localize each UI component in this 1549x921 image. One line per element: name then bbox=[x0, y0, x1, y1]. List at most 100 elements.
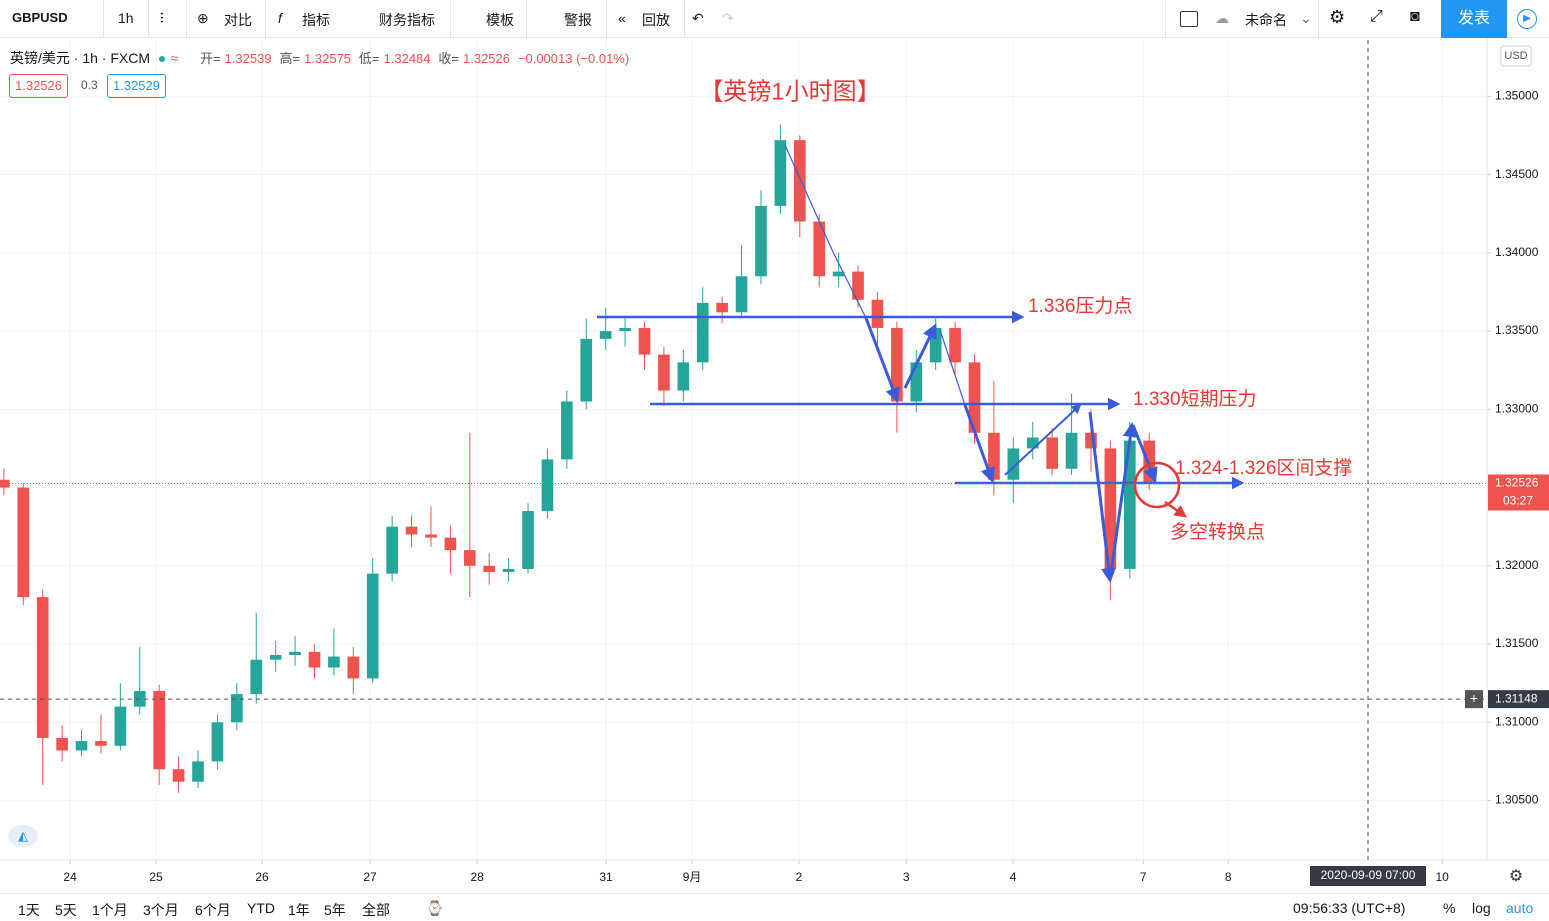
layout-icon[interactable] bbox=[1180, 11, 1198, 27]
publish[interactable]: 发表 bbox=[1441, 0, 1507, 38]
x-tick-label: 10 bbox=[1435, 870, 1449, 884]
snapshot[interactable]: ◙ bbox=[1410, 8, 1420, 25]
symbol[interactable]: GBPUSD bbox=[12, 10, 68, 25]
annotation: 多空转换点 bbox=[1170, 521, 1265, 543]
candle-body bbox=[366, 573, 379, 679]
low-value: 1.32484 bbox=[383, 51, 431, 66]
range-button[interactable]: 6个月 bbox=[195, 902, 231, 918]
chart: 1.305001.310001.315001.320001.325001.330… bbox=[0, 38, 1549, 886]
range-button[interactable]: 5年 bbox=[324, 902, 346, 918]
candle-body bbox=[405, 526, 418, 535]
candle-body bbox=[1085, 432, 1097, 449]
candle-body bbox=[463, 550, 476, 566]
separator bbox=[1165, 0, 1166, 38]
scale-button[interactable]: % bbox=[1443, 900, 1456, 916]
bid[interactable]: 1.32526 bbox=[9, 74, 68, 98]
trend-arrow bbox=[963, 404, 995, 483]
indicators[interactable]: 指标 bbox=[302, 12, 330, 28]
candle-body bbox=[813, 221, 826, 277]
candle-body bbox=[929, 327, 942, 363]
high-label: 高= bbox=[279, 51, 301, 66]
fullscreen[interactable]: ⤢ bbox=[1370, 8, 1383, 25]
y-tick-label: 1.30500 bbox=[1495, 793, 1539, 807]
settings[interactable]: ⚙ bbox=[1329, 7, 1346, 27]
candle-body bbox=[522, 511, 534, 569]
range-button[interactable]: 5天 bbox=[55, 902, 77, 918]
scale-button[interactable]: log bbox=[1472, 900, 1491, 916]
clock: 09:56:33 (UTC+8) bbox=[1293, 900, 1406, 916]
chart-style-icon[interactable]: ⫶ bbox=[160, 10, 164, 26]
candle-body bbox=[75, 741, 88, 751]
status-dot: ● bbox=[157, 50, 167, 66]
range-button[interactable]: 1个月 bbox=[92, 902, 128, 918]
trend-line bbox=[784, 144, 867, 319]
y-tick-label: 1.34500 bbox=[1495, 167, 1539, 181]
symbol-legend: 英镑/美元 · 1h · FXCM ● ≈ 开= 1.32539 高= 1.32575… bbox=[10, 48, 633, 68]
candle-body bbox=[289, 651, 301, 655]
redo[interactable]: ↷ bbox=[722, 10, 734, 26]
candle-body bbox=[192, 761, 204, 782]
logo[interactable]: ◭ bbox=[8, 825, 38, 847]
annotation: 1.330短期压力 bbox=[1133, 388, 1257, 410]
cloud-icon[interactable]: ☁ bbox=[1215, 10, 1229, 26]
undo[interactable]: ↶ bbox=[692, 10, 704, 26]
trend-arrow bbox=[1131, 424, 1158, 483]
bottom-bar: 1天 5天 1个月 3个月 6个月 YTD 1年 5年 全部 ⌚ 09:56:33 (UTC+8… bbox=[0, 893, 1549, 921]
candle-body bbox=[153, 690, 166, 770]
financials[interactable]: 财务指标 bbox=[379, 12, 435, 28]
candle-body bbox=[56, 737, 68, 751]
replay-icon[interactable]: « bbox=[618, 10, 626, 26]
range-button[interactable]: 1年 bbox=[288, 902, 310, 918]
close-value: 1.32526 bbox=[463, 51, 510, 66]
alert[interactable]: 警报 bbox=[564, 12, 592, 28]
date-range-icon[interactable]: ⌚ bbox=[426, 900, 444, 916]
compare[interactable]: 对比 bbox=[224, 12, 252, 28]
low-label: 低= bbox=[358, 51, 380, 66]
interval[interactable]: 1h bbox=[118, 10, 134, 26]
replay[interactable]: 回放 bbox=[642, 12, 670, 28]
candle-body bbox=[968, 362, 981, 433]
range-button[interactable]: 3个月 bbox=[143, 902, 179, 918]
x-tick-label: 25 bbox=[149, 870, 163, 884]
play[interactable]: ▶ bbox=[1517, 9, 1537, 29]
indicators-icon[interactable]: f bbox=[278, 10, 282, 26]
candle-body bbox=[386, 526, 398, 574]
open-label: 开= bbox=[199, 51, 221, 66]
ask[interactable]: 1.32529 bbox=[107, 74, 166, 98]
candle-body bbox=[17, 487, 30, 598]
x-tick-label: 4 bbox=[1010, 870, 1017, 884]
axis-settings[interactable]: ⚙ bbox=[1509, 868, 1523, 885]
candle-body bbox=[638, 327, 651, 355]
candle-body bbox=[774, 140, 787, 206]
last-price-tag bbox=[1488, 474, 1549, 493]
templates[interactable]: 模板 bbox=[486, 12, 514, 28]
compare-icon[interactable]: ⊕ bbox=[197, 10, 209, 26]
separator bbox=[265, 0, 266, 38]
candle-body bbox=[871, 299, 884, 328]
candle-body bbox=[735, 276, 748, 313]
candle-body bbox=[891, 327, 903, 402]
candle-body bbox=[328, 656, 340, 668]
dropdown[interactable]: ⌄ bbox=[1300, 10, 1312, 26]
scale-button[interactable]: auto bbox=[1506, 900, 1534, 916]
candle-body bbox=[502, 568, 515, 573]
x-tick-label: 26 bbox=[255, 870, 269, 884]
candle-body bbox=[988, 432, 1000, 480]
candle-body bbox=[444, 537, 457, 551]
candle-body bbox=[211, 722, 224, 762]
candle-body bbox=[1007, 448, 1020, 480]
range-button[interactable]: YTD bbox=[247, 900, 275, 916]
y-tick-label: 1.33500 bbox=[1495, 323, 1539, 337]
candle-body bbox=[1046, 437, 1058, 469]
range-button[interactable]: 全部 bbox=[362, 902, 390, 918]
pivot-circle bbox=[1133, 461, 1181, 509]
layout-name[interactable]: 未命名 bbox=[1245, 12, 1287, 28]
range-button[interactable]: 1天 bbox=[18, 902, 40, 918]
pivot-arrow bbox=[1164, 500, 1188, 518]
candle-body bbox=[172, 769, 185, 782]
crosshair-price-label: 1.31148 bbox=[1495, 691, 1538, 705]
candle-body bbox=[1104, 448, 1117, 569]
candle-body bbox=[793, 140, 806, 222]
legend-name: 英镑/美元 · 1h · FXCM bbox=[10, 50, 151, 66]
separator bbox=[606, 0, 607, 38]
